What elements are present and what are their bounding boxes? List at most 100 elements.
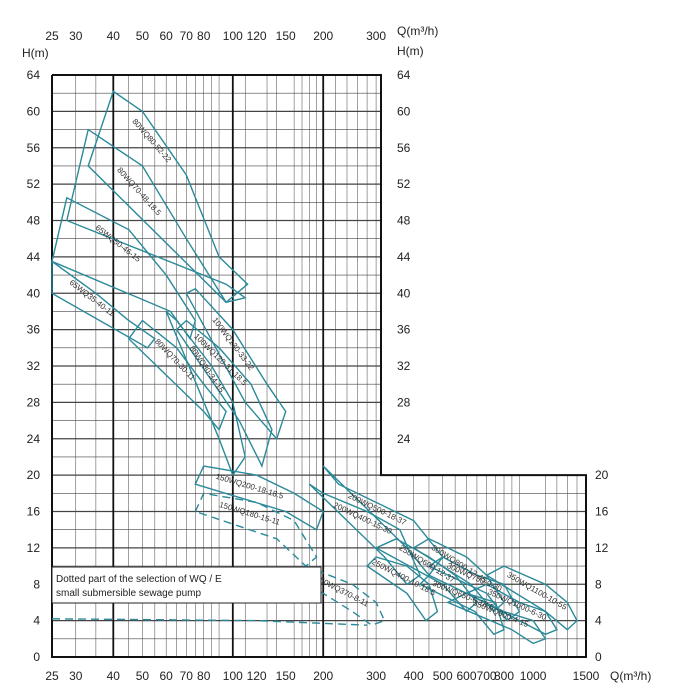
pump-curve — [127, 319, 227, 432]
pump-curve — [185, 287, 287, 441]
performance-curves — [51, 90, 578, 645]
x-tick-top: 50 — [136, 29, 150, 43]
x-tick-bottom: 150 — [276, 669, 296, 683]
pump-curve — [87, 90, 249, 304]
y-tick-left: 48 — [27, 214, 41, 228]
y-tick-left: 4 — [33, 614, 40, 628]
x-tick-bottom: 600 — [456, 669, 476, 683]
x-tick-top: 80 — [197, 29, 211, 43]
x-tick-top: 25 — [45, 29, 59, 43]
pump-curve — [464, 583, 558, 636]
x-tick-top: 120 — [247, 29, 267, 43]
y-tick-right-lower: 4 — [595, 614, 602, 628]
y-tick-left: 64 — [27, 68, 41, 82]
curve-label: 65WQ35-40-11 — [68, 278, 117, 318]
y-tick-right-lower: 8 — [595, 577, 602, 591]
curve-label: 80WQ70-30-11 — [153, 337, 197, 383]
y-tick-right-upper: 56 — [397, 141, 411, 155]
x-tick-bottom: 30 — [69, 669, 83, 683]
x-tick-bottom: 500 — [433, 669, 453, 683]
pump-curve — [374, 538, 478, 613]
y-tick-left: 56 — [27, 141, 41, 155]
pump-curve — [175, 319, 273, 468]
y-tick-left: 24 — [27, 432, 41, 446]
x-tick-top: 300 — [366, 29, 386, 43]
x-tick-bottom: 70 — [180, 669, 194, 683]
y-tick-left: 28 — [27, 395, 41, 409]
y-tick-left: 40 — [27, 286, 41, 300]
x-tick-bottom: 300 — [366, 669, 386, 683]
y-tick-right-upper: 44 — [397, 250, 411, 264]
y-tick-left: 8 — [33, 577, 40, 591]
grid-minor — [51, 74, 586, 658]
x-tick-bottom: 80 — [197, 669, 211, 683]
x-tick-top: 30 — [69, 29, 83, 43]
x-tick-bottom: 1000 — [520, 669, 547, 683]
x-unit-top: Q(m³/h) — [397, 24, 438, 38]
x-tick-top: 60 — [160, 29, 174, 43]
pump-curve — [446, 592, 547, 645]
x-tick-bottom: 50 — [136, 669, 150, 683]
y-tick-right-upper: 40 — [397, 286, 411, 300]
curve-label: 80WQ70-48-18.5 — [115, 166, 163, 218]
x-tick-bottom: 700 — [477, 669, 497, 683]
y-tick-left: 16 — [27, 505, 41, 519]
x-tick-top: 40 — [107, 29, 121, 43]
pump-curve — [65, 128, 247, 304]
y-tick-left: 0 — [33, 650, 40, 664]
x-tick-bottom: 800 — [494, 669, 514, 683]
y-tick-right-upper: 64 — [397, 68, 411, 82]
pump-curve — [51, 196, 197, 341]
y-tick-left: 12 — [27, 541, 41, 555]
y-tick-right-upper: 28 — [397, 395, 411, 409]
y-tick-right-lower: 20 — [595, 468, 609, 482]
y-tick-right-lower: 12 — [595, 541, 609, 555]
pump-curve — [292, 565, 386, 626]
x-tick-bottom: 100 — [223, 669, 243, 683]
pump-curve — [485, 565, 578, 631]
x-tick-top: 200 — [313, 29, 333, 43]
pump-curve — [51, 260, 156, 349]
curve-label: 65WQ50-46-15 — [94, 223, 143, 264]
pump-curve-low — [51, 618, 368, 626]
y-unit-right: H(m) — [397, 44, 424, 58]
y-tick-right-lower: 16 — [595, 505, 609, 519]
y-tick-right-upper: 60 — [397, 104, 411, 118]
x-tick-bottom: 120 — [247, 669, 267, 683]
y-tick-left: 60 — [27, 104, 41, 118]
y-tick-right-upper: 36 — [397, 323, 411, 337]
x-tick-top: 100 — [223, 29, 243, 43]
pump-curve — [194, 492, 318, 568]
x-tick-bottom: 400 — [404, 669, 424, 683]
note-line-1: Dotted part of the selection of WQ / E — [56, 574, 222, 585]
pump-curve — [309, 483, 421, 586]
grid-major — [51, 74, 587, 658]
x-tick-bottom: 1500 — [573, 669, 600, 683]
x-tick-bottom: 200 — [313, 669, 333, 683]
x-tick-top: 70 — [180, 29, 194, 43]
y-tick-left: 52 — [27, 177, 41, 191]
x-tick-bottom: 60 — [160, 669, 174, 683]
note-box: Dotted part of the selection of WQ / E s… — [51, 566, 322, 604]
x-unit-bottom: Q(m³/h) — [610, 669, 651, 683]
pump-curve — [165, 310, 246, 477]
y-tick-left: 36 — [27, 323, 41, 337]
plot-frame — [51, 74, 587, 658]
y-tick-right-upper: 48 — [397, 214, 411, 228]
y-tick-left: 44 — [27, 250, 41, 264]
y-tick-right-upper: 24 — [397, 432, 411, 446]
y-tick-left: 20 — [27, 468, 41, 482]
pump-curve — [366, 556, 439, 622]
y-tick-right-lower: 0 — [595, 650, 602, 664]
x-tick-top: 150 — [276, 29, 296, 43]
y-tick-right-upper: 32 — [397, 359, 411, 373]
curve-labels: 80WQ80-52-2280WQ70-48-18.565WQ50-46-1565… — [68, 117, 569, 629]
y-unit-left: H(m) — [22, 46, 49, 60]
pump-curve — [194, 465, 325, 531]
y-tick-right-upper: 52 — [397, 177, 411, 191]
note-line-2: small submersible sewage pump — [56, 588, 202, 599]
x-tick-bottom: 40 — [107, 669, 121, 683]
x-tick-bottom: 25 — [45, 669, 59, 683]
